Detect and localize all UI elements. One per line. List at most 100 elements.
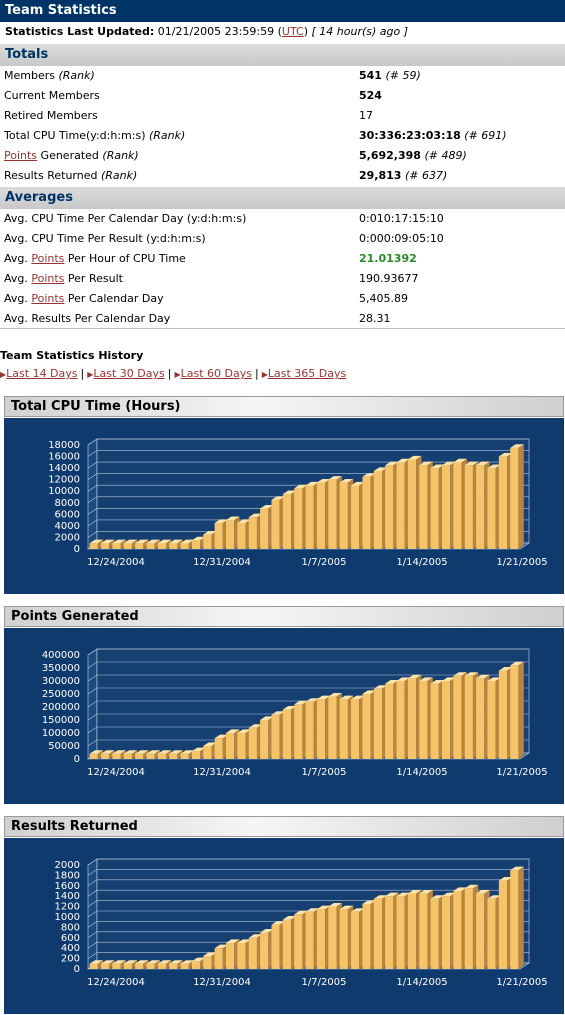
bar-top <box>169 539 183 544</box>
bar-top <box>112 960 126 964</box>
bar-top <box>339 695 354 700</box>
last-updated-date: 01/21/2005 23:59:59 <box>157 25 275 38</box>
link-last-14-days[interactable]: Last 14 Days <box>6 367 78 380</box>
bar-top <box>271 496 286 500</box>
avg-ppd-points-link[interactable]: Points <box>31 292 65 305</box>
x-tick-label: 1/7/2005 <box>302 977 347 988</box>
bar-front <box>373 898 382 969</box>
bar-front <box>430 683 439 759</box>
bar-top <box>373 895 388 899</box>
points-value: 5,692,398 <box>359 149 421 162</box>
x-tick-label: 1/7/2005 <box>302 767 347 778</box>
bar-side <box>143 960 149 969</box>
bar-top <box>191 747 206 752</box>
bar-top <box>316 905 331 910</box>
bar <box>146 960 161 969</box>
avg-cpu-result-label: Avg. CPU Time Per Result (y:d:h:m:s) <box>4 232 206 245</box>
bar-front <box>305 485 314 549</box>
link-last-365-days[interactable]: Last 365 Days <box>267 367 347 380</box>
x-tick-label: 12/31/2004 <box>193 557 251 568</box>
bar-top <box>203 530 217 535</box>
points-rank-label: (Rank) <box>102 149 139 162</box>
bar-front <box>328 479 337 549</box>
points-link[interactable]: Points <box>4 149 38 162</box>
bar-front <box>248 727 257 759</box>
bar-front <box>442 681 451 759</box>
avg-ppr-points-link[interactable]: Points <box>31 272 65 285</box>
bar-front <box>328 906 337 969</box>
bar-top <box>464 884 479 889</box>
bar <box>510 866 524 969</box>
bar-top <box>396 892 411 897</box>
link-separator: | <box>167 367 172 380</box>
bar-top <box>373 467 388 471</box>
y-tick-label: 400 <box>61 943 80 954</box>
link-last-30-days[interactable]: Last 30 Days <box>93 367 165 380</box>
x-tick-label: 1/14/2005 <box>396 977 447 988</box>
bar-front <box>180 543 189 549</box>
bar-front <box>476 678 485 759</box>
y-tick-label: 1600 <box>55 881 80 892</box>
bar-front <box>169 753 178 759</box>
row-total-cpu: Total CPU Time(y:d:h:m:s) (Rank) 30:336:… <box>0 126 565 146</box>
bar-front <box>510 665 519 759</box>
bar-top <box>260 504 274 509</box>
bar-top <box>248 724 263 728</box>
bar-top <box>191 957 206 962</box>
bar-top <box>498 877 513 881</box>
bar <box>100 539 115 549</box>
bar-top <box>146 960 161 964</box>
bar-side <box>518 444 524 549</box>
bar-side <box>120 750 126 759</box>
bar <box>157 750 172 759</box>
bar-front <box>214 738 223 759</box>
bar-front <box>135 963 144 969</box>
bar-front <box>271 924 280 969</box>
members-rank: (# 59) <box>385 69 421 82</box>
bar-top <box>442 461 456 466</box>
y-tick-label: 0 <box>74 964 80 975</box>
bar-front <box>430 468 439 549</box>
bar-front <box>498 456 508 549</box>
avg-pph-prefix: Avg. <box>4 252 28 265</box>
bar-front <box>169 543 178 549</box>
gridline <box>87 879 529 887</box>
bar-front <box>373 471 382 549</box>
bar-front <box>169 963 178 969</box>
retired-members-value: 17 <box>359 109 373 122</box>
bar-top <box>476 461 490 466</box>
utc-link[interactable]: UTC <box>281 25 304 38</box>
bar-front <box>191 751 201 759</box>
bar-front <box>282 919 292 969</box>
bar <box>89 539 104 549</box>
bar-side <box>143 539 149 549</box>
bar-front <box>305 701 314 759</box>
bar-front <box>362 476 371 549</box>
link-last-60-days[interactable]: Last 60 Days <box>180 367 252 380</box>
bar-top <box>385 892 399 897</box>
results-chart: 0 200 400 600 800 1000 1200 1400 1600 1800 2000 12/… <box>4 838 564 1014</box>
bar-top <box>510 444 524 448</box>
y-tick-label: 50000 <box>48 741 80 752</box>
bar-side <box>154 539 161 549</box>
avg-pph-points-link[interactable]: Points <box>31 252 65 265</box>
row-avg-rpd: Avg. Results Per Calendar Day 28.31 <box>0 309 565 329</box>
bar-top <box>407 455 422 460</box>
bar-front <box>294 488 303 549</box>
y-tick-label: 600 <box>61 933 80 944</box>
bar-top <box>305 481 320 486</box>
bar-front <box>271 499 280 549</box>
bar-front <box>282 709 292 759</box>
cpu-chart: 0 2000 4000 6000 8000 10000 12000 14000 16000 180… <box>4 418 564 594</box>
bar-front <box>123 543 132 549</box>
bar-front <box>407 678 417 759</box>
bar-front <box>453 675 462 759</box>
bar <box>157 539 172 549</box>
bar-front <box>351 485 360 549</box>
bar-front <box>123 753 132 759</box>
bar-top <box>498 452 513 457</box>
avg-ppd-suffix: Per Calendar Day <box>67 292 164 305</box>
bar <box>146 539 161 549</box>
bar-top <box>123 750 138 754</box>
bar-top <box>89 750 104 754</box>
